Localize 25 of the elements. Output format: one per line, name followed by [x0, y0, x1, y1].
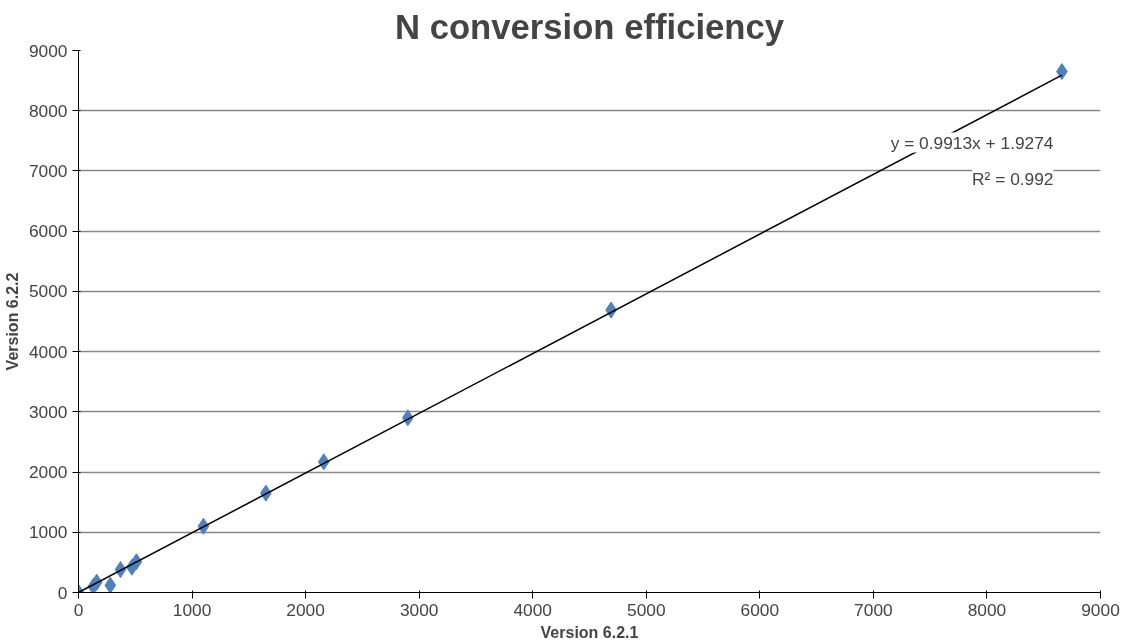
y-tick-label: 9000 — [28, 40, 68, 61]
y-tick-label: 5000 — [28, 281, 68, 302]
x-tick-label: 6000 — [740, 599, 780, 620]
x-tick-label: 3000 — [399, 599, 439, 620]
x-tick-label: 8000 — [967, 599, 1007, 620]
annotation: y = 0.9913x + 1.9274 — [890, 132, 1054, 153]
x-tick-label: 0 — [73, 599, 84, 620]
x-tick-label: 5000 — [627, 599, 666, 620]
x-tick-label: 2000 — [286, 599, 325, 620]
annotation: R² = 0.992 — [972, 168, 1054, 189]
y-axis-title: Version 6.2.2 — [3, 272, 21, 371]
y-tick-label: 0 — [57, 582, 68, 603]
x-tick-label: 9000 — [1081, 599, 1120, 620]
x-tick-label: 1000 — [172, 599, 212, 620]
x-tick-label: 4000 — [513, 599, 553, 620]
chart-title: N conversion efficiency — [394, 7, 785, 46]
y-tick-label: 8000 — [28, 100, 68, 121]
y-tick-label: 1000 — [28, 522, 68, 543]
x-axis-title: Version 6.2.1 — [540, 623, 639, 641]
y-tick-label: 2000 — [28, 462, 68, 483]
x-tick-label: 7000 — [854, 599, 893, 620]
y-tick-label: 7000 — [28, 160, 68, 181]
y-tick-label: 6000 — [28, 221, 68, 242]
y-tick-label: 4000 — [28, 341, 68, 362]
y-tick-label: 3000 — [28, 401, 68, 422]
